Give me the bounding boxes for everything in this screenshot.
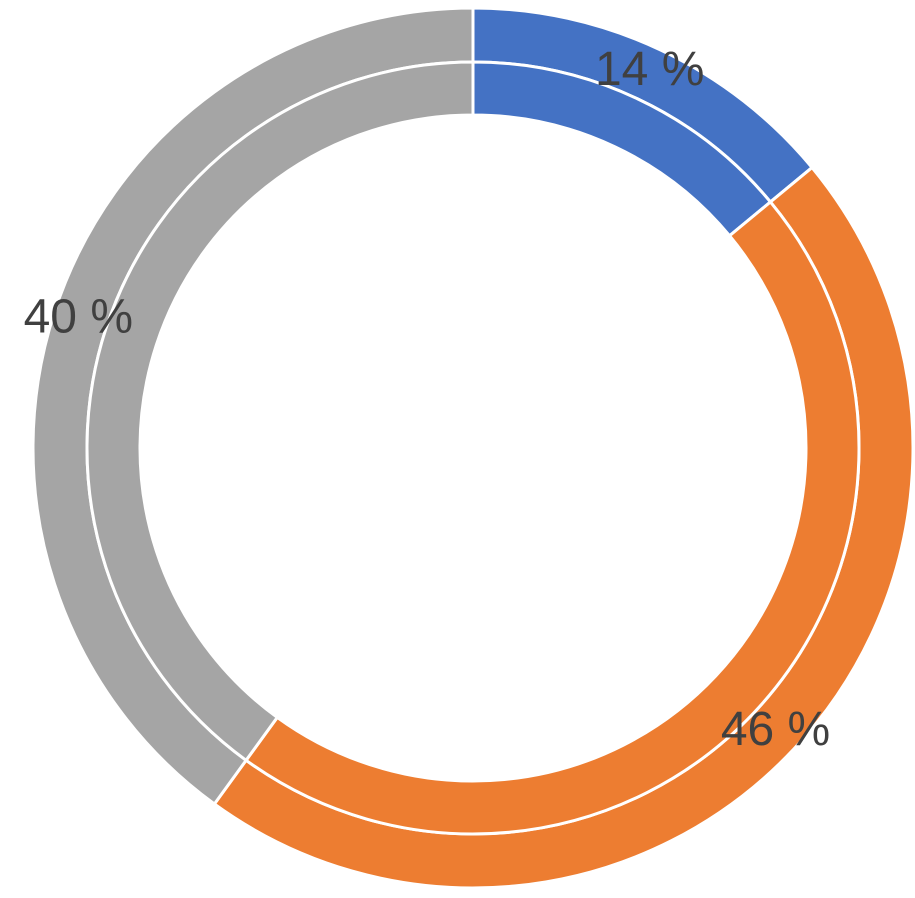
data-label: 46 % — [721, 703, 830, 756]
doughnut-segment — [244, 199, 861, 836]
data-label: 14 % — [595, 43, 704, 96]
data-label: 40 % — [24, 290, 133, 343]
doughnut-segment — [85, 60, 475, 763]
